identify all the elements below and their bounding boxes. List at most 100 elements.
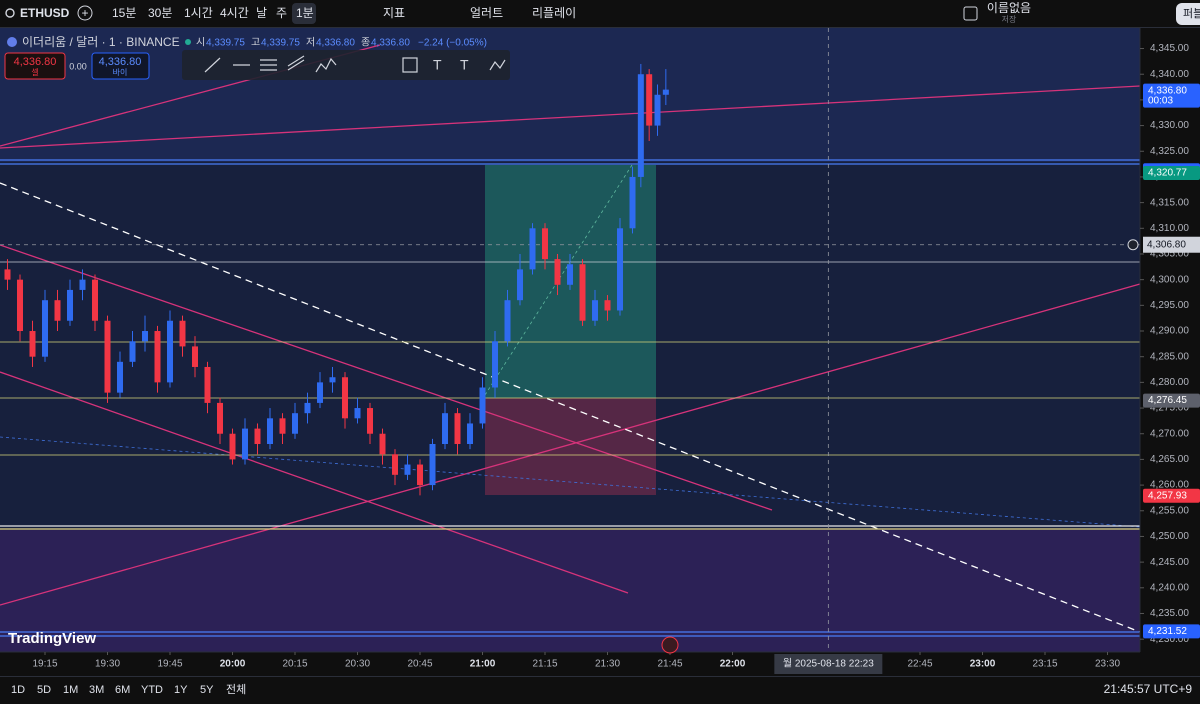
x-tick-label: 21:15 xyxy=(532,659,557,670)
interval[interactable]: 주 xyxy=(276,6,287,20)
candle-body xyxy=(654,94,661,126)
range[interactable]: 전체 xyxy=(226,683,246,696)
layout-icon[interactable] xyxy=(963,6,978,21)
tool[interactable] xyxy=(260,59,277,71)
ohlc-value: 4,336.80 xyxy=(316,38,355,49)
trend-line xyxy=(0,85,1141,149)
candle-body xyxy=(229,433,236,460)
range[interactable]: YTD xyxy=(141,684,163,696)
ohlc-value: 4,339.75 xyxy=(261,38,300,49)
candle-body xyxy=(567,264,574,285)
sell-label[interactable]: 셀 xyxy=(31,67,38,77)
y-tick-label: 4,325.00 xyxy=(1150,146,1189,157)
price-axis xyxy=(1140,28,1200,652)
text-tool[interactable]: T xyxy=(433,57,442,73)
candle-body xyxy=(479,387,486,424)
candle-body xyxy=(467,423,474,444)
symbol-icon xyxy=(7,37,17,47)
trend-line xyxy=(0,371,629,594)
crosshair-plus[interactable] xyxy=(1127,239,1139,251)
interval[interactable]: 1분 xyxy=(296,6,314,20)
range[interactable]: 6M xyxy=(115,684,130,696)
event-marker[interactable] xyxy=(661,636,679,654)
crosshair-time-box xyxy=(774,654,883,674)
replay[interactable]: 리플레이 xyxy=(532,6,576,20)
ohlc-change: −2.24 (−0.05%) xyxy=(418,38,487,49)
add-symbol[interactable] xyxy=(77,5,93,21)
ranges: 1D 5D 1M 3M 6M YTD 1Y 5Y 전체 xyxy=(11,683,246,696)
symbol-name: 이더리움 / 달러 · 1 · BINANCE xyxy=(22,35,180,49)
x-tick-label: 23:15 xyxy=(1032,659,1057,670)
time-axis xyxy=(0,652,1200,676)
buy-price[interactable]: 4,336.80 xyxy=(99,56,142,68)
sell-button[interactable] xyxy=(4,52,66,80)
range[interactable]: 5Y xyxy=(200,684,214,696)
candle-body xyxy=(42,300,48,357)
range[interactable]: 1Y xyxy=(174,684,188,696)
y-tick-label: 4,330.00 xyxy=(1150,120,1189,131)
tool[interactable] xyxy=(315,57,337,73)
range[interactable]: 5D xyxy=(37,684,51,696)
layout-name[interactable]: 이름없음 xyxy=(987,1,1031,15)
symbol[interactable]: ETHUSD xyxy=(20,6,70,20)
ohlc-key: 저 xyxy=(306,37,315,49)
price-tag-label: 4,336.80 xyxy=(1148,85,1187,96)
ohlc-value: 4,339.75 xyxy=(206,38,245,49)
y-tick-label: 4,245.00 xyxy=(1150,557,1189,568)
indicators[interactable]: 지표 xyxy=(383,6,405,20)
price-tag-label: 4,320.77 xyxy=(1148,168,1187,179)
y-tick-label: 4,295.00 xyxy=(1150,300,1189,311)
candle-body xyxy=(392,454,399,475)
range[interactable]: 1M xyxy=(63,684,78,696)
text-tool[interactable]: T xyxy=(460,57,469,73)
candle-body xyxy=(317,382,324,403)
publish[interactable]: 퍼블 xyxy=(1183,7,1200,20)
tool[interactable] xyxy=(402,57,418,73)
clock: 21:45:57 UTC+9 xyxy=(1104,682,1193,696)
x-tick-label: 20:15 xyxy=(282,659,307,670)
interval[interactable]: 4시간 xyxy=(220,6,249,20)
y-tick-label: 4,230.00 xyxy=(1150,634,1189,645)
candle-body xyxy=(117,361,124,393)
save[interactable]: 저장 xyxy=(1002,14,1017,24)
candle-body xyxy=(217,402,224,434)
x-tick-label: 20:45 xyxy=(407,659,432,670)
x-tick-label: 20:00 xyxy=(220,659,246,670)
search-icon[interactable] xyxy=(5,8,15,18)
publish-button[interactable] xyxy=(1176,3,1200,25)
interval[interactable]: 날 xyxy=(256,6,267,20)
tool[interactable] xyxy=(204,57,221,73)
range[interactable]: 3M xyxy=(89,684,104,696)
y-tick-label: 4,260.00 xyxy=(1150,480,1189,491)
price-tag xyxy=(1143,165,1200,180)
drawing-tools xyxy=(204,55,506,73)
y-tick-label: 4,315.00 xyxy=(1150,197,1189,208)
interval[interactable]: 30분 xyxy=(148,6,172,20)
interval[interactable]: 1시간 xyxy=(184,6,213,20)
range[interactable]: 1D xyxy=(11,684,25,696)
candle-body xyxy=(342,377,349,419)
position-loss xyxy=(485,398,656,495)
candle-body xyxy=(504,300,511,342)
candle-body xyxy=(79,279,86,290)
crosshair-price: 4,306.80 xyxy=(1147,239,1186,250)
candle-body xyxy=(542,228,549,260)
candle-body xyxy=(179,320,186,347)
tool[interactable] xyxy=(287,55,305,71)
buy-label[interactable]: 바이 xyxy=(113,67,128,77)
alert[interactable]: 얼러트 xyxy=(470,6,503,20)
sell-price[interactable]: 4,336.80 xyxy=(14,56,57,68)
x-tick-label: 21:30 xyxy=(595,659,620,670)
x-tick-label: 23:30 xyxy=(1095,659,1120,670)
price-axis-labels: 4,345.004,340.004,335.004,330.004,325.00… xyxy=(1140,43,1200,645)
candle-body xyxy=(29,331,36,357)
y-tick-label: 4,250.00 xyxy=(1150,531,1189,542)
tool[interactable] xyxy=(489,59,506,71)
interval[interactable]: 15분 xyxy=(112,6,136,20)
price-tag-countdown: 00:03 xyxy=(1148,95,1173,106)
candle-body xyxy=(129,341,136,362)
buy-button[interactable] xyxy=(91,52,150,80)
candle-body xyxy=(329,377,336,383)
candle-body xyxy=(367,408,374,434)
crosshair-time: 월 2025-08-18 22:23 xyxy=(783,658,874,670)
